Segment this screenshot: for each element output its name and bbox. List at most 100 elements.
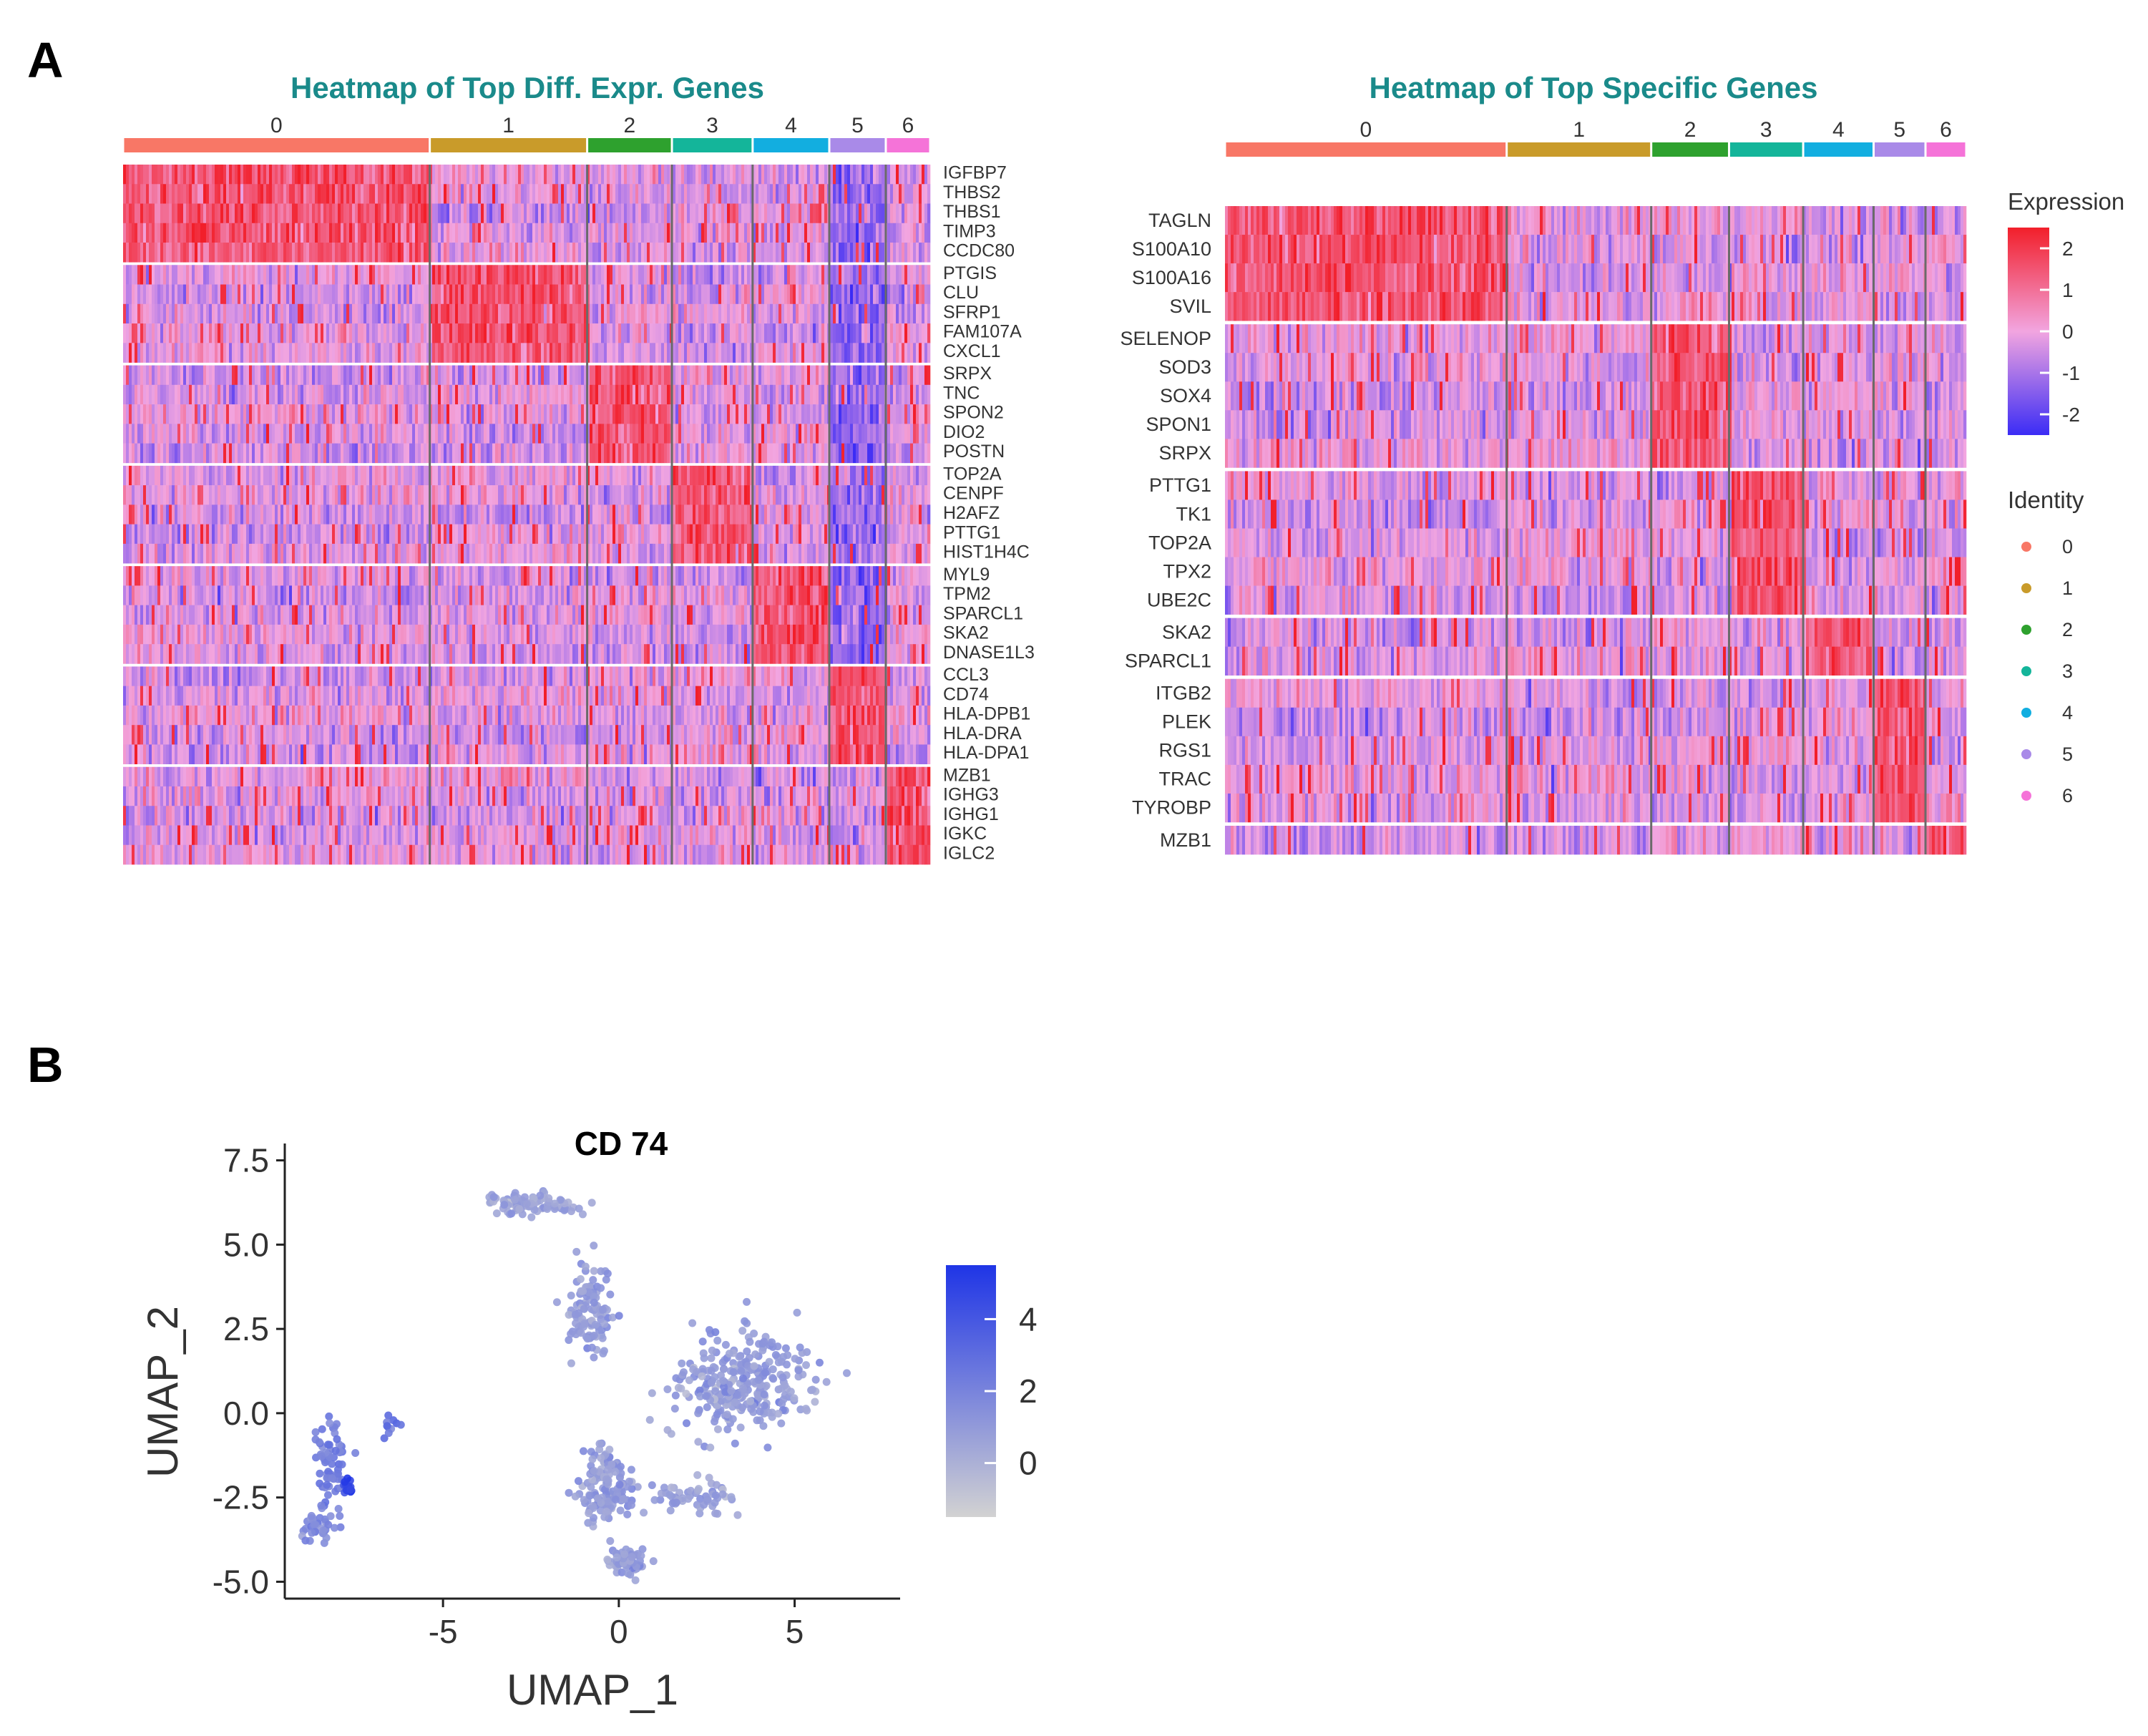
umap-point [567,1292,575,1300]
umap-point [595,1440,604,1448]
umap-point [719,1377,728,1385]
umap-point [768,1338,776,1347]
umap-point [326,1512,335,1521]
heatmap-row-TNC [123,384,931,405]
umap-point [567,1207,575,1216]
umap-point [790,1394,799,1403]
umap-point [707,1367,716,1375]
gene-label-TRAC: TRAC [1159,769,1212,790]
heatmap-row-SRPX [1225,439,1967,468]
umap-point [667,1483,675,1492]
umap-point [341,1478,349,1486]
gene-label-MZB1: MZB1 [943,765,991,785]
heatmap-row-MZB1 [1225,825,1967,855]
umap-point [713,1425,722,1433]
heatmap-row-SOX4 [1225,381,1967,411]
umap-point [330,1523,338,1532]
heatmap-cluster-label-2: 2 [623,114,635,137]
umap-point [588,1455,597,1463]
umap-point [713,1410,721,1419]
umap-point [316,1469,324,1478]
umap-point [768,1365,777,1374]
identity-label-3: 3 [2062,660,2073,682]
umap-point [318,1425,326,1433]
umap-point [323,1481,331,1489]
gene-label-POSTN: POSTN [943,442,1005,462]
umap-point [589,1276,597,1284]
heatmap-row-SKA2 [1225,618,1967,647]
heatmap-row-ITGB2 [1225,678,1967,708]
heatmap-cluster-label-6: 6 [902,114,914,137]
umap-point [587,1199,596,1207]
umap-point [693,1471,702,1479]
umap-point [793,1308,801,1317]
heatmap-row-IGHG3 [123,786,931,806]
umap-point [695,1386,704,1395]
umap-point [380,1434,389,1443]
heatmap-cluster-label-6: 6 [1940,118,1952,142]
gene-label-MYL9: MYL9 [943,565,990,585]
umap-point [585,1491,594,1500]
umap-point [688,1319,697,1327]
umap-point [572,1247,581,1256]
umap-point [581,1262,590,1271]
heatmap-row-SPARCL1 [1225,646,1967,676]
heatmap-row-RGS1 [1225,736,1967,766]
umap-point [328,1474,336,1483]
gene-label-CENPF: CENPF [943,484,1004,504]
umap-point [602,1275,610,1284]
heatmap-row-SOD3 [1225,353,1967,382]
umap-point [774,1409,783,1418]
umap-point [597,1454,605,1463]
umap-x-tick-label: 5 [786,1613,804,1650]
umap-point [637,1551,645,1560]
umap-point [665,1491,674,1499]
heatmap-row-HLA-DPB1 [123,705,931,726]
umap-point [590,1267,598,1275]
identity-label-4: 4 [2062,702,2073,723]
umap-point [756,1416,764,1425]
identity-swatch-3 [2021,666,2031,676]
gene-label-SRPX: SRPX [943,364,992,384]
umap-point [640,1508,648,1517]
umap-point [702,1392,711,1400]
umap-point [322,1533,331,1542]
umap-point [678,1359,686,1367]
gene-label-HLA-DPB1: HLA-DPB1 [943,704,1030,724]
expression-legend-title: Expression [2008,188,2124,215]
gene-label-SKA2: SKA2 [1162,621,1211,643]
umap-point [645,1415,654,1424]
heatmap-cluster-label-4: 4 [1832,118,1845,142]
gene-label-THBS2: THBS2 [943,182,1001,203]
umap-point [565,1310,573,1319]
umap-point [720,1365,728,1373]
heatmap-1-title: Heatmap of Top Diff. Expr. Genes [291,71,764,104]
umap-point [550,1199,559,1208]
heatmap-row-UBE2C [1225,585,1967,615]
umap-point [311,1428,320,1436]
umap-point [786,1388,795,1396]
umap-point [396,1420,405,1429]
umap-point [663,1385,672,1393]
umap-point [590,1353,598,1362]
umap-point [725,1350,733,1358]
heatmap-cluster-bar-2 [588,138,671,152]
umap-point [774,1358,783,1367]
umap-point [307,1511,316,1520]
umap-point [727,1387,736,1395]
identity-label-0: 0 [2062,536,2073,557]
gene-label-SELENOP: SELENOP [1120,328,1211,349]
gene-label-SFRP1: SFRP1 [943,302,1001,322]
umap-ylabel: UMAP_2 [139,1306,187,1478]
heatmap-cluster-label-3: 3 [706,114,718,137]
heatmap-cluster-bar-6 [887,138,929,152]
umap-point [331,1446,340,1455]
umap-point [587,1483,595,1491]
heatmap-cluster-label-1: 1 [502,114,514,137]
umap-point [627,1466,635,1474]
umap-point [323,1491,332,1499]
umap-point [580,1496,588,1504]
umap-point [591,1320,600,1329]
umap-point [694,1438,703,1446]
gene-label-PLEK: PLEK [1162,711,1211,733]
